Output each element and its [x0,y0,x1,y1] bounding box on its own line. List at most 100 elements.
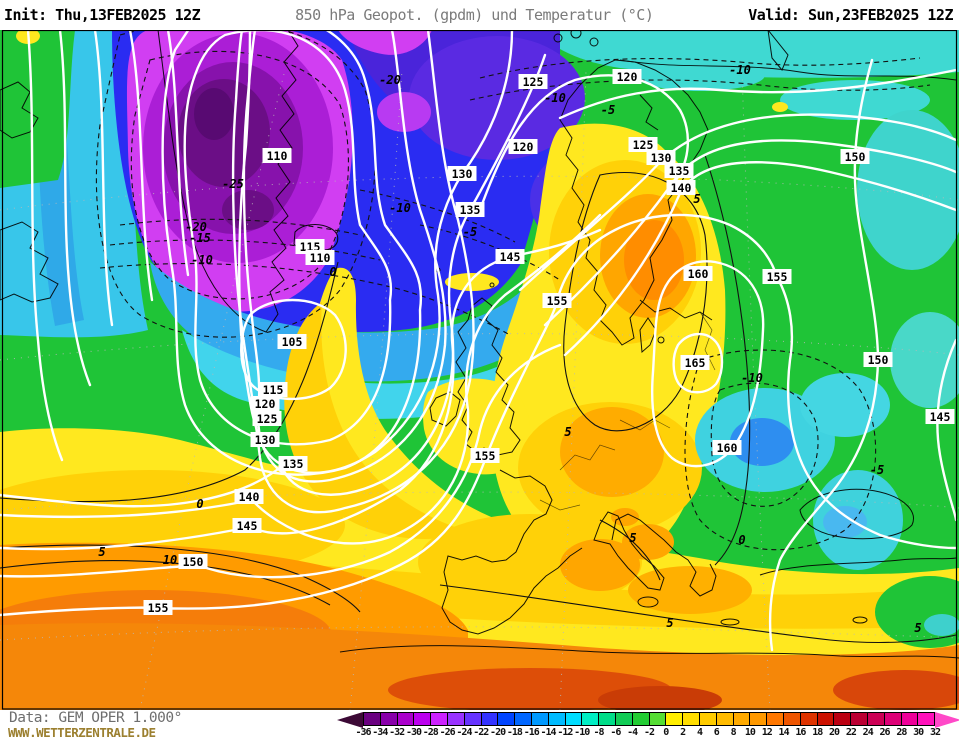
geopotential-contour-label: 155 [762,269,792,284]
svg-text:130: 130 [255,433,276,447]
colorbar-tick: -12 [557,727,573,738]
svg-text:145: 145 [237,519,258,533]
geopotential-contour-label: 120 [508,139,538,154]
temperature-contour-label: 0 [196,497,203,511]
colorbar-tick: -8 [593,727,604,738]
svg-text:115: 115 [263,383,284,397]
colorbar-segment [548,713,566,725]
svg-text:135: 135 [669,164,690,178]
colorbar-tick: -10 [574,727,590,738]
geopotential-contour-label: 155 [542,293,572,308]
svg-text:135: 135 [460,203,481,217]
temperature-contour-label: 5 [693,192,700,206]
colorbar-strip [363,712,935,726]
colorbar-tick: 4 [696,727,703,738]
svg-text:145: 145 [930,410,951,424]
svg-text:105: 105 [282,335,303,349]
geopotential-contour-label: 125 [518,74,548,89]
data-source-label: Data: GEM OPER 1.000° [9,710,182,726]
colorbar-tick: -36 [355,727,371,738]
temperature-colorbar: -36 -34 -32 -30 -28 -26 -24 -22 -20 -18 -16 -14 -12-… [337,711,959,741]
colorbar-tick: 30 [913,727,924,738]
colorbar-segment [699,713,717,725]
temperature-contour-label: 5 [98,545,105,559]
colorbar-tick: 28 [896,727,907,738]
temperature-contour-label: -5 [463,225,477,239]
colorbar-tick: -28 [422,727,439,738]
colorbar-segment [918,713,935,725]
colorbar-segment [397,713,415,725]
colorbar-tick: 26 [879,727,890,738]
colorbar-tick: 6 [713,727,720,738]
colorbar-right-arrow [935,712,959,728]
page-title: 850 hPa Geopot. (gpdm) und Temperatur (°… [295,6,654,24]
svg-text:130: 130 [452,167,473,181]
colorbar-segment [565,713,583,725]
colorbar-tick: 2 [680,727,686,738]
svg-text:160: 160 [717,441,738,455]
geopotential-contour-label: 135 [455,202,485,217]
colorbar-tick: -22 [473,727,489,738]
colorbar-tick: -30 [405,727,422,738]
geopotential-contour-label: 125 [252,411,282,426]
colorbar-left-arrow [337,712,363,728]
colorbar-tick: 24 [862,727,874,738]
colorbar-segment [431,713,448,725]
colorbar-segment [599,713,616,725]
svg-text:135: 135 [283,457,304,471]
colorbar-segment [380,713,398,725]
svg-text:150: 150 [183,555,204,569]
temperature-contour-labels: -20-25-10-5-10-5-1005-20-15-100510505-10… [98,63,921,635]
colorbar-segment [683,713,700,725]
svg-text:125: 125 [633,138,654,152]
geopotential-contour-label: 135 [278,456,308,471]
weather-map-svg: -20-25-10-5-10-5-1005-20-15-100510505-10… [0,9,959,714]
svg-text:125: 125 [523,75,544,89]
temperature-contour-label: 5 [629,531,636,545]
svg-text:125: 125 [257,412,278,426]
colorbar-tick: -32 [389,727,405,738]
temperature-contour-label: 10 [163,553,177,567]
svg-text:155: 155 [475,449,496,463]
colorbar-tick: -6 [610,727,621,738]
svg-text:140: 140 [239,490,260,504]
map-canvas: -20 -25 -10 -5 -10 -5 -10 0 5 -20 -15 -10 0 5 10 5 0 5 -10… [0,9,959,714]
svg-text:160: 160 [688,267,709,281]
colorbar-tick: -24 [456,727,472,738]
colorbar-segment [531,713,549,725]
colorbar-tick: -18 [506,727,523,738]
colorbar-tick: 12 [761,727,773,738]
temperature-contour-label: -10 [544,91,566,105]
colorbar-segment [414,713,432,725]
geopotential-contour-label: 115 [258,382,288,397]
colorbar-segment [733,713,751,725]
map-header: Init: Thu,13FEB2025 12Z 850 hPa Geopot. … [0,0,959,30]
colorbar-tick: -14 [540,727,557,738]
colorbar-segment [498,713,516,725]
colorbar-tick: -34 [372,727,388,738]
temperature-contour-label: -10 [389,201,411,215]
colorbar-tick: -16 [523,727,540,738]
svg-text:110: 110 [310,251,331,265]
temperature-contour-label: -25 [222,177,244,191]
geopotential-contour-label: 145 [232,518,262,533]
colorbar-segment [884,713,902,725]
svg-text:150: 150 [868,353,889,367]
svg-text:120: 120 [617,70,638,84]
svg-text:140: 140 [671,181,692,195]
colorbar-tick: 32 [929,727,941,738]
temperature-contour-label: 5 [666,616,673,630]
temperature-contour-label: -5 [870,463,884,477]
temperature-contour-label: 5 [914,621,921,635]
colorbar-tick: 0 [663,727,669,738]
geopotential-contour-label: 130 [250,432,280,447]
colorbar-segment [632,713,650,725]
geopotential-contour-label: 105 [277,334,307,349]
temperature-contour-label: -10 [741,371,763,385]
colorbar-segment [364,713,381,725]
geopotential-contour-label: 130 [646,150,676,165]
temperature-contour-label: -15 [189,231,211,245]
geopotential-contour-label: 160 [712,440,742,455]
colorbar-segment [867,713,885,725]
geopotential-contour-label: 110 [305,250,335,265]
